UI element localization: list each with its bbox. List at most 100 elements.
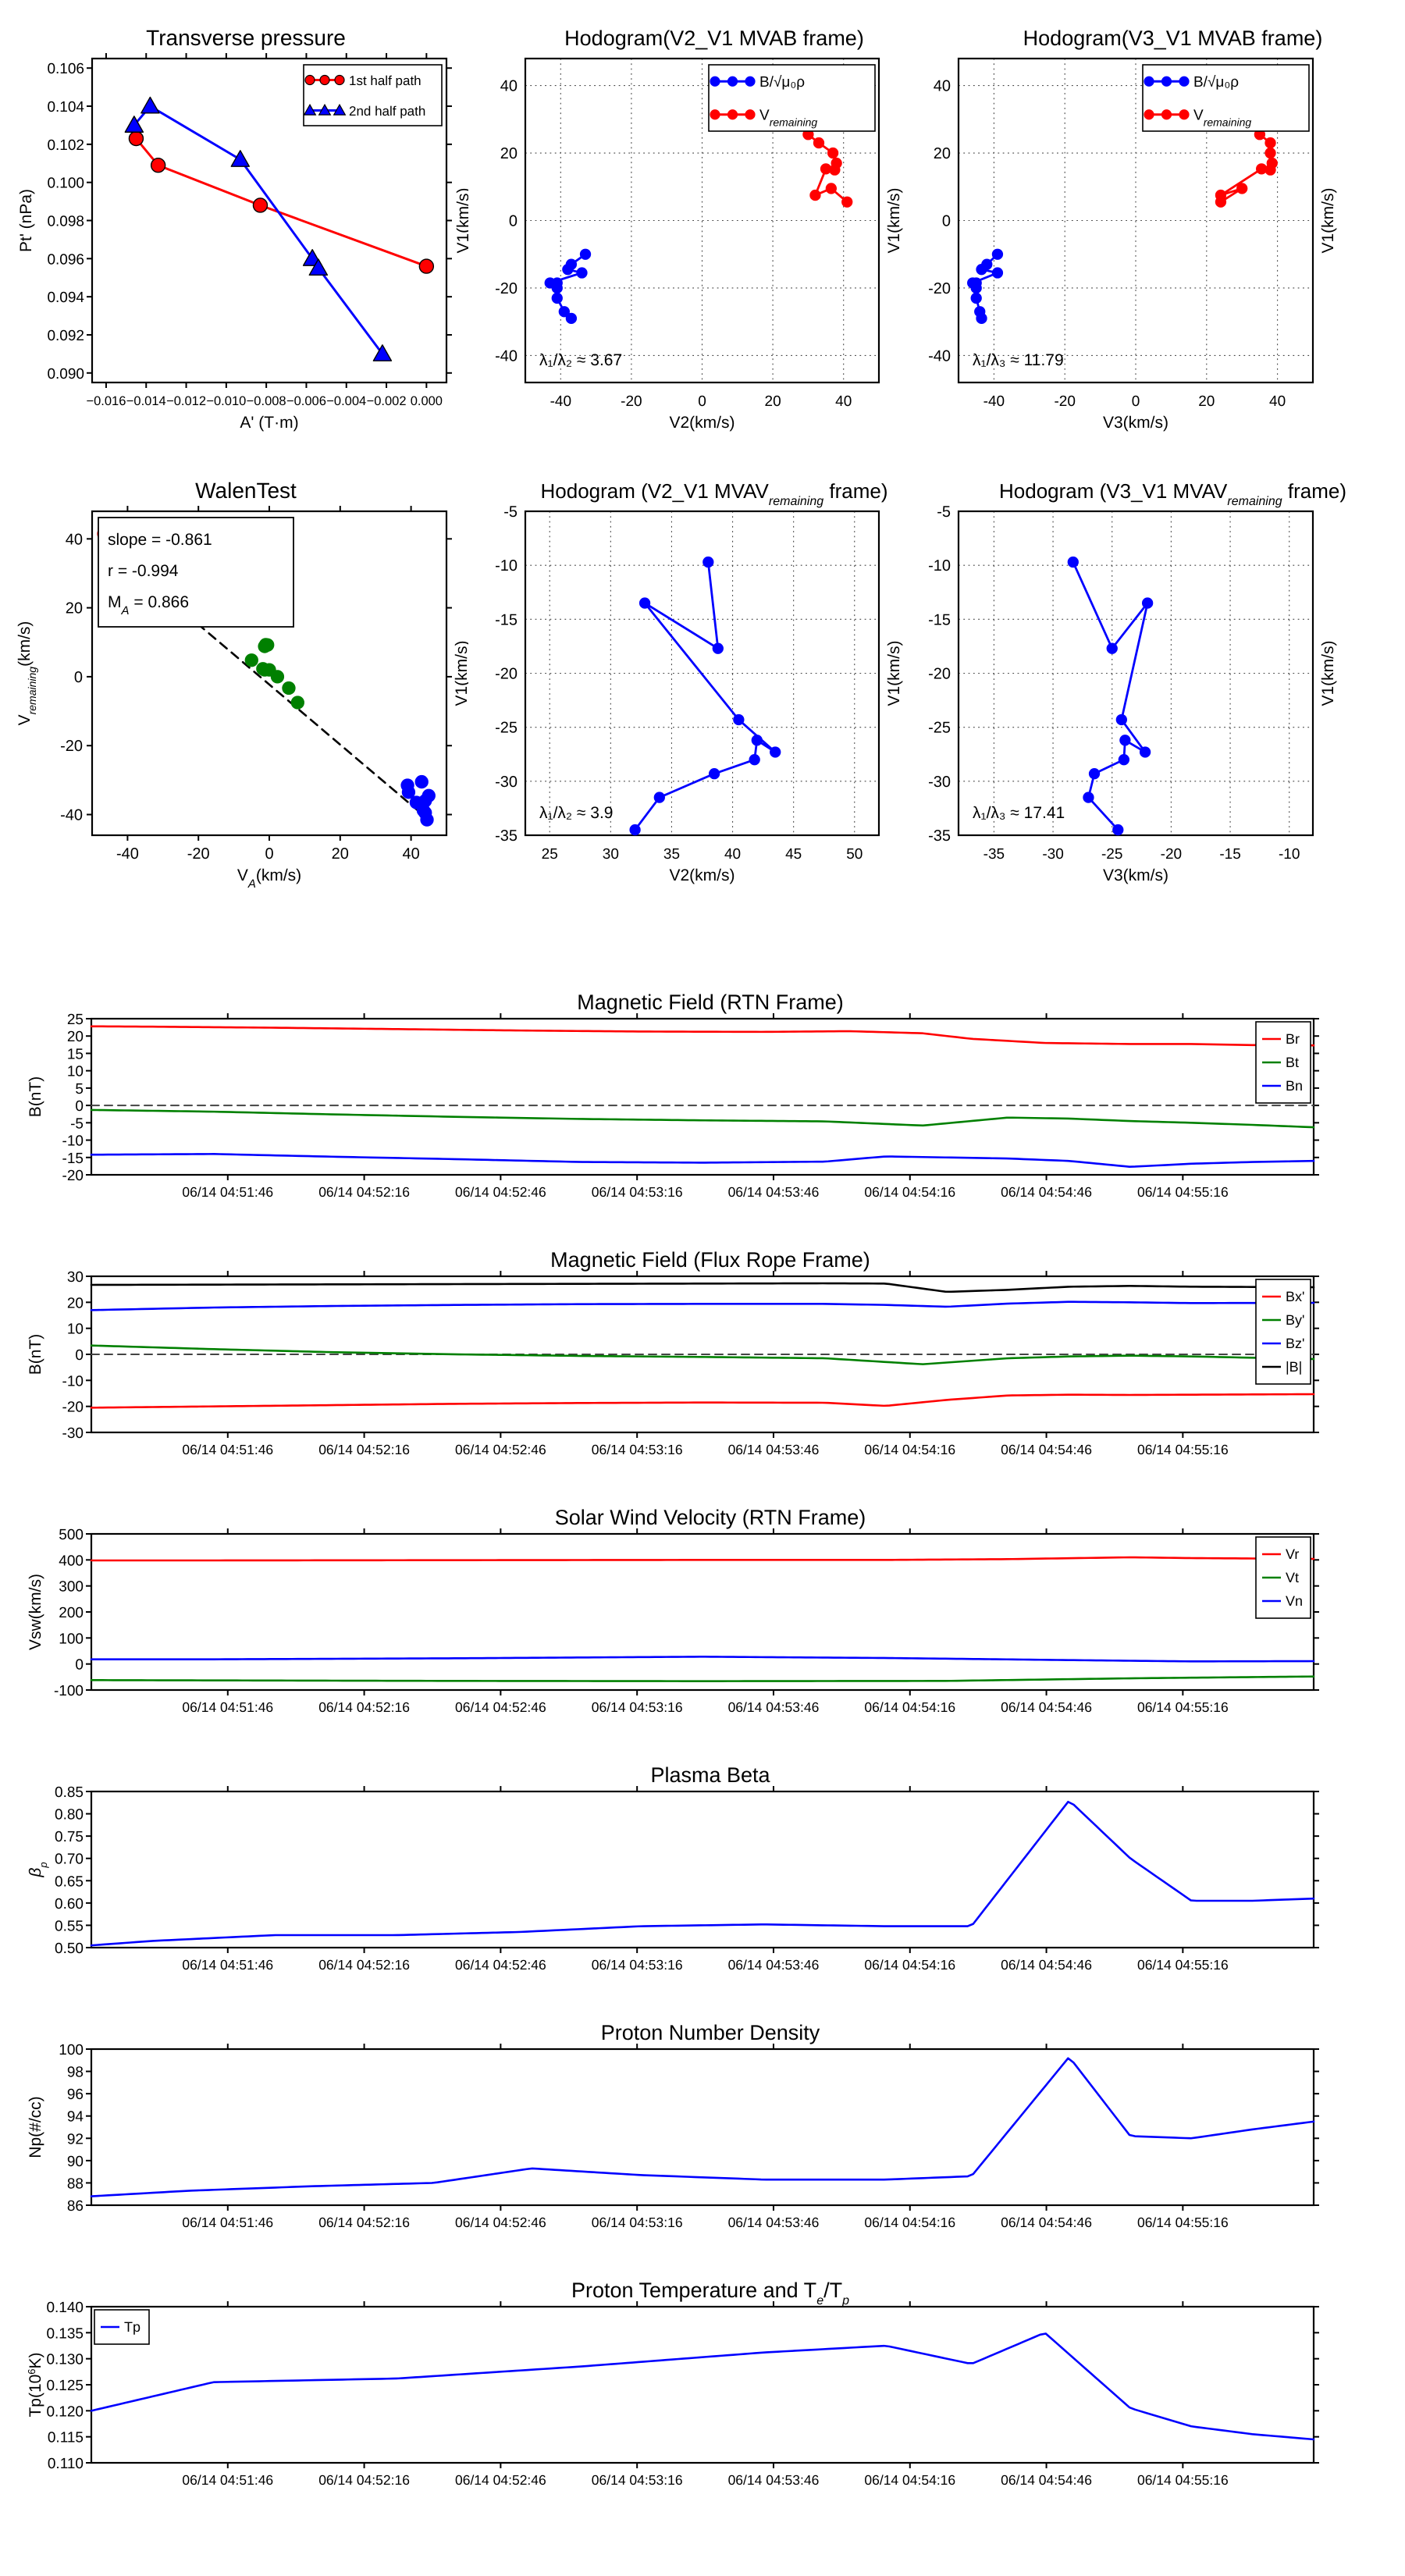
svg-text:-15: -15	[495, 611, 518, 628]
svg-text:Magnetic Field (RTN Frame): Magnetic Field (RTN Frame)	[577, 991, 844, 1014]
svg-text:Tp(106K): Tp(106K)	[26, 2352, 45, 2417]
svg-text:Hodogram(V2_V1 MVAB frame): Hodogram(V2_V1 MVAB frame)	[564, 27, 864, 50]
svg-text:06/14 04:54:46: 06/14 04:54:46	[1001, 1442, 1092, 1457]
svg-text:0: 0	[74, 669, 83, 686]
svg-text:-10: -10	[62, 1133, 84, 1150]
svg-text:06/14 04:53:16: 06/14 04:53:16	[592, 2215, 683, 2230]
svg-text:06/14 04:53:46: 06/14 04:53:46	[728, 2215, 820, 2230]
svg-text:06/14 04:53:46: 06/14 04:53:46	[728, 1957, 820, 1973]
svg-text:06/14 04:54:46: 06/14 04:54:46	[1001, 1957, 1092, 1973]
svg-text:06/14 04:52:46: 06/14 04:52:46	[455, 1957, 546, 1973]
svg-text:0.120: 0.120	[46, 2403, 84, 2420]
svg-text:B(nT): B(nT)	[27, 1076, 44, 1118]
svg-text:-40: -40	[550, 393, 571, 410]
svg-text:20: 20	[67, 1029, 84, 1045]
svg-text:06/14 04:55:16: 06/14 04:55:16	[1137, 1442, 1229, 1457]
svg-text:−0.014: −0.014	[126, 394, 166, 408]
svg-text:Tp: Tp	[124, 2319, 140, 2335]
svg-text:15: 15	[67, 1046, 84, 1062]
svg-text:V3(km/s): V3(km/s)	[1103, 866, 1168, 884]
svg-text:-10: -10	[62, 1373, 84, 1389]
svg-text:-15: -15	[62, 1151, 84, 1167]
svg-text:Solar Wind Velocity (RTN Frame: Solar Wind Velocity (RTN Frame)	[555, 1506, 866, 1529]
svg-text:10: 10	[67, 1064, 84, 1080]
svg-text:0: 0	[265, 845, 273, 863]
svg-text:06/14 04:53:46: 06/14 04:53:46	[728, 1442, 820, 1457]
svg-text:06/14 04:54:46: 06/14 04:54:46	[1001, 1699, 1092, 1715]
svg-text:06/14 04:53:46: 06/14 04:53:46	[728, 1184, 820, 1200]
svg-text:0.75: 0.75	[55, 1829, 84, 1845]
svg-text:0.125: 0.125	[46, 2378, 84, 2394]
svg-text:0.65: 0.65	[55, 1873, 84, 1890]
svg-text:Br: Br	[1286, 1031, 1300, 1047]
svg-text:-20: -20	[62, 1400, 84, 1416]
svg-text:50: 50	[846, 846, 863, 863]
svg-text:0.130: 0.130	[46, 2352, 84, 2368]
svg-text:Bt: Bt	[1286, 1055, 1299, 1070]
svg-text:0.090: 0.090	[47, 366, 84, 382]
svg-text:40: 40	[1269, 393, 1286, 410]
svg-text:-20: -20	[187, 845, 210, 863]
svg-text:-20: -20	[60, 738, 83, 755]
svg-text:06/14 04:54:16: 06/14 04:54:16	[864, 2472, 955, 2488]
svg-text:-25: -25	[928, 720, 951, 737]
svg-text:06/14 04:53:16: 06/14 04:53:16	[592, 2472, 683, 2488]
svg-text:0.106: 0.106	[47, 61, 84, 77]
svg-text:40: 40	[724, 846, 741, 863]
svg-text:92: 92	[67, 2131, 84, 2147]
svg-text:0.110: 0.110	[48, 2456, 84, 2472]
svg-text:100: 100	[59, 2042, 84, 2058]
svg-text:Transverse pressure: Transverse pressure	[146, 26, 346, 50]
svg-text:06/14 04:52:16: 06/14 04:52:16	[318, 2215, 410, 2230]
svg-text:06/14 04:51:46: 06/14 04:51:46	[182, 1957, 273, 1973]
svg-text:06/14 04:53:46: 06/14 04:53:46	[728, 2472, 820, 2488]
svg-text:Proton Number Density: Proton Number Density	[601, 2021, 820, 2044]
svg-text:06/14 04:54:16: 06/14 04:54:16	[864, 2215, 955, 2230]
svg-text:06/14 04:54:16: 06/14 04:54:16	[864, 1442, 955, 1457]
svg-text:-35: -35	[984, 846, 1005, 863]
svg-text:-40: -40	[928, 347, 951, 365]
svg-text:0: 0	[942, 213, 951, 230]
svg-text:06/14 04:52:46: 06/14 04:52:46	[455, 1184, 546, 1200]
svg-text:-40: -40	[116, 845, 139, 863]
svg-text:|B|: |B|	[1286, 1359, 1302, 1375]
svg-text:06/14 04:55:16: 06/14 04:55:16	[1137, 1957, 1229, 1973]
svg-text:-10: -10	[1279, 846, 1300, 863]
svg-text:-30: -30	[928, 774, 951, 791]
svg-text:06/14 04:52:16: 06/14 04:52:16	[318, 1184, 410, 1200]
svg-text:06/14 04:52:46: 06/14 04:52:46	[455, 1699, 546, 1715]
svg-text:-30: -30	[1042, 846, 1063, 863]
svg-text:06/14 04:52:46: 06/14 04:52:46	[455, 2215, 546, 2230]
svg-text:Magnetic Field (Flux Rope Fram: Magnetic Field (Flux Rope Frame)	[550, 1248, 870, 1272]
svg-text:5: 5	[75, 1081, 84, 1098]
svg-text:-30: -30	[495, 774, 518, 791]
svg-text:10: 10	[67, 1322, 84, 1338]
svg-text:0.102: 0.102	[47, 137, 84, 154]
svg-text:40: 40	[402, 845, 419, 863]
svg-text:500: 500	[59, 1527, 84, 1543]
svg-text:0.140: 0.140	[46, 2300, 84, 2316]
svg-text:06/14 04:52:16: 06/14 04:52:16	[318, 1442, 410, 1457]
svg-text:Bx': Bx'	[1286, 1289, 1304, 1304]
svg-text:−0.012: −0.012	[166, 394, 206, 408]
svg-text:Np(#/cc): Np(#/cc)	[27, 2096, 44, 2158]
svg-text:06/14 04:51:46: 06/14 04:51:46	[182, 2215, 273, 2230]
svg-text:−0.016: −0.016	[86, 394, 126, 408]
svg-text:-5: -5	[503, 503, 518, 521]
svg-text:0.60: 0.60	[55, 1896, 84, 1912]
svg-text:-20: -20	[621, 393, 642, 410]
svg-text:06/14 04:55:16: 06/14 04:55:16	[1137, 1699, 1229, 1715]
svg-text:V3(km/s): V3(km/s)	[1103, 414, 1168, 432]
svg-text:-15: -15	[1219, 846, 1240, 863]
svg-text:88: 88	[67, 2176, 84, 2192]
svg-text:06/14 04:54:46: 06/14 04:54:46	[1001, 2215, 1092, 2230]
svg-text:0.50: 0.50	[55, 1941, 84, 1957]
svg-text:V1(km/s): V1(km/s)	[453, 641, 468, 706]
svg-text:-5: -5	[70, 1115, 84, 1132]
svg-text:r = -0.994: r = -0.994	[108, 562, 179, 580]
svg-text:25: 25	[542, 846, 558, 863]
svg-text:−0.002: −0.002	[367, 394, 407, 408]
svg-text:-10: -10	[495, 557, 518, 575]
svg-text:By': By'	[1286, 1312, 1304, 1328]
svg-text:30: 30	[603, 846, 619, 863]
